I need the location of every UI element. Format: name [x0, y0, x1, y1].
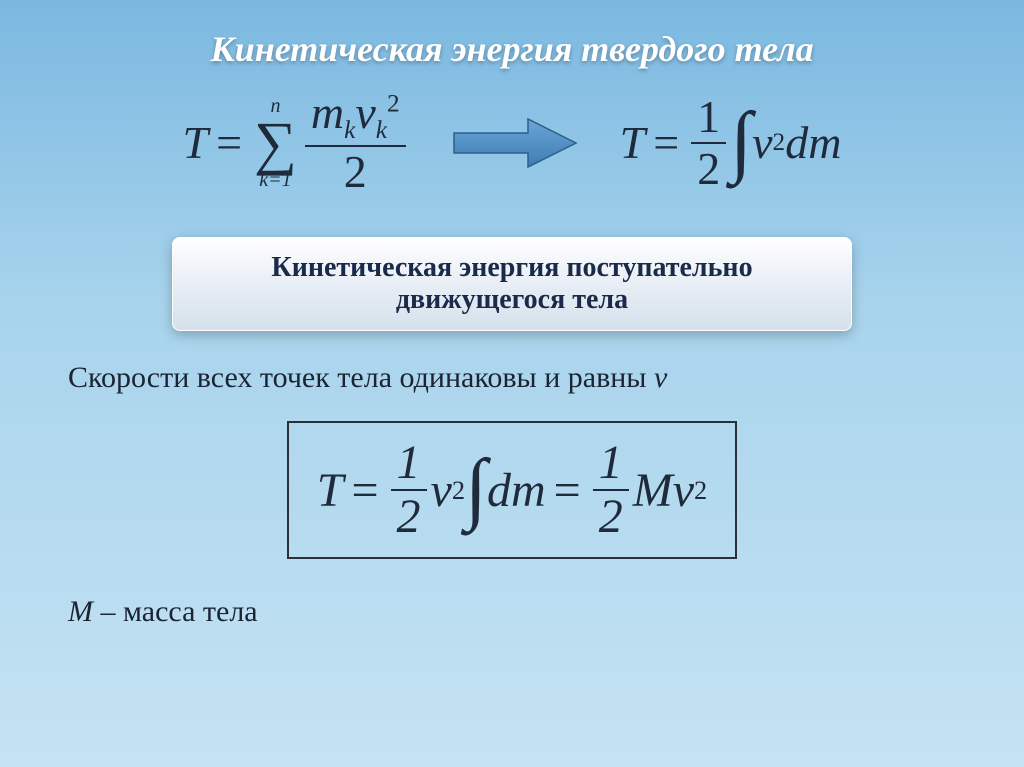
equals-sign: =: [351, 463, 378, 518]
integral-icon: ∫: [730, 113, 752, 169]
subheading-box: Кинетическая энергия поступательно движу…: [172, 237, 852, 331]
boxed-formula: T = 1 2 v2 ∫ dm = 1 2 Mv2: [287, 421, 737, 559]
equals-sign-2: =: [554, 463, 581, 518]
num-1: 1: [691, 92, 726, 142]
body-text-prefix: Скорости всех точек тела одинаковы и рав…: [68, 361, 654, 394]
lhs: T: [620, 116, 646, 169]
lhs: T: [183, 116, 209, 169]
body-text-var: v: [654, 361, 667, 394]
sup-2: 2: [452, 475, 465, 506]
caption-var: M: [68, 595, 93, 628]
body-text: Скорости всех точек тела одинаковы и рав…: [68, 361, 974, 395]
lhs: T: [317, 463, 344, 518]
var-m: m: [311, 87, 344, 138]
boxed-formula-wrap: T = 1 2 v2 ∫ dm = 1 2 Mv2: [50, 421, 974, 559]
denominator: 2: [338, 147, 373, 197]
var-dm: dm: [487, 463, 546, 518]
sum-lower: k=1: [259, 170, 291, 190]
num-1: 1: [391, 437, 427, 489]
var-v: v: [752, 116, 772, 169]
var-M: M: [633, 463, 673, 518]
formula-integral: T = 1 2 ∫ v2 dm: [620, 92, 842, 194]
caption: M – масса тела: [68, 595, 974, 629]
num-1b: 1: [593, 437, 629, 489]
slide: Кинетическая энергия твердого тела T = n…: [0, 0, 1024, 767]
sup-2: 2: [387, 90, 400, 118]
den-2: 2: [391, 491, 427, 543]
subheading-line1: Кинетическая энергия поступательно: [193, 252, 831, 284]
equals-sign: =: [216, 116, 242, 169]
half-fraction-2: 1 2: [593, 437, 629, 543]
formula-row: T = n ∑ k=1 mkvk2 2: [50, 88, 974, 197]
subheading-line2: движущегося тела: [193, 284, 831, 316]
var-v: v: [355, 87, 375, 138]
fraction: mkvk2 2: [305, 88, 406, 197]
var-v: v: [431, 463, 452, 518]
page-title: Кинетическая энергия твердого тела: [50, 28, 974, 70]
equals-sign: =: [653, 116, 679, 169]
den-2: 2: [691, 144, 726, 194]
var-dm: dm: [785, 116, 841, 169]
den-2b: 2: [593, 491, 629, 543]
formula-discrete: T = n ∑ k=1 mkvk2 2: [183, 88, 410, 197]
arrow-right-icon: [450, 113, 580, 173]
sup-2: 2: [773, 128, 786, 157]
sub-k: k: [344, 116, 355, 144]
var-v2: v: [673, 463, 694, 518]
half-fraction-1: 1 2: [391, 437, 427, 543]
caption-rest: масса тела: [123, 595, 258, 628]
summation-block: n ∑ k=1: [254, 96, 297, 190]
half-fraction: 1 2: [691, 92, 726, 194]
caption-dash: –: [93, 595, 123, 628]
numerator: mkvk2: [305, 88, 406, 145]
sup-2b: 2: [694, 475, 707, 506]
sigma-icon: ∑: [254, 116, 297, 170]
integral-icon: ∫: [465, 460, 487, 516]
sub-k2: k: [376, 116, 387, 144]
